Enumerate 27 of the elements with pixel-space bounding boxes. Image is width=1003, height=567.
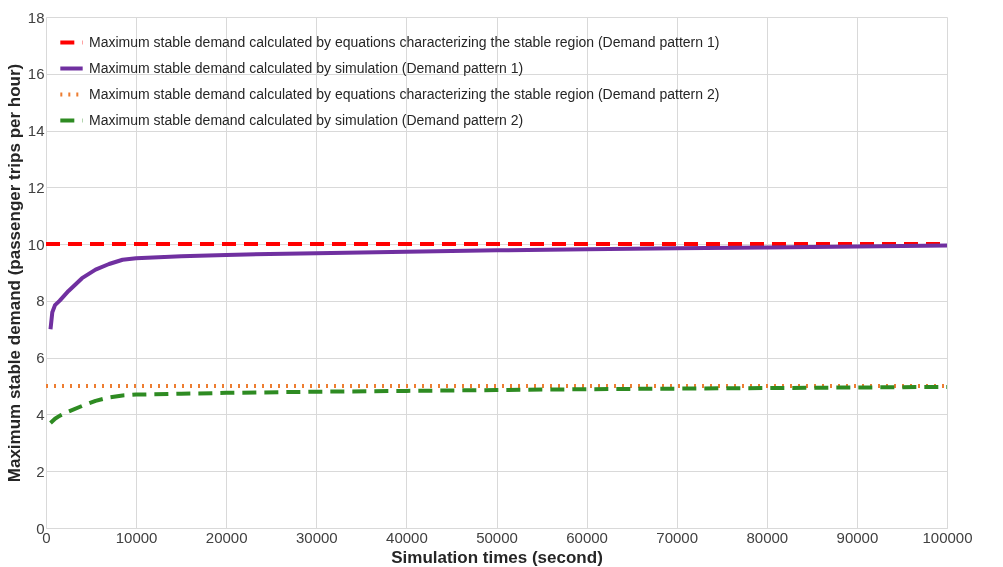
legend-label: Maximum stable demand calculated by equations characterizing the stable region (Demand pattern 2) <box>89 85 720 102</box>
legend-label: Maximum stable demand calculated by equations characterizing the stable region (Demand pattern 1) <box>89 33 720 50</box>
y-tick-label: 18 <box>27 8 45 26</box>
legend-label: Maximum stable demand calculated by simulation (Demand pattern 1) <box>89 59 524 76</box>
x-tick-label: 90000 <box>836 528 879 546</box>
x-tick-label: 50000 <box>476 528 518 546</box>
x-tick-label: 40000 <box>386 528 428 546</box>
legend-label: Maximum stable demand calculated by simulation (Demand pattern 2) <box>89 111 524 128</box>
y-tick-label: 8 <box>36 292 45 310</box>
x-tick-label: 80000 <box>746 528 789 546</box>
y-tick-label: 2 <box>36 462 45 480</box>
y-tick-label: 16 <box>27 65 45 83</box>
line-series <box>48 384 949 425</box>
x-tick-label: 60000 <box>566 528 608 546</box>
y-tick-label: 12 <box>27 178 45 196</box>
y-axis-title: Maximum stable demand (passenger trips per hour) <box>4 63 24 483</box>
y-tick-label: 10 <box>27 235 45 253</box>
x-tick-label: 100000 <box>922 528 973 546</box>
y-tick-label: 14 <box>27 122 45 140</box>
y-tick-label: 4 <box>36 405 45 423</box>
line-series <box>48 243 949 332</box>
y-tick-label: 6 <box>36 349 45 367</box>
x-tick-label: 30000 <box>295 528 338 546</box>
x-axis-title: Simulation times (second) <box>391 547 603 567</box>
x-tick-label: 70000 <box>656 528 699 546</box>
x-tick-label: 20000 <box>205 528 248 546</box>
x-tick-label: 10000 <box>115 528 158 546</box>
